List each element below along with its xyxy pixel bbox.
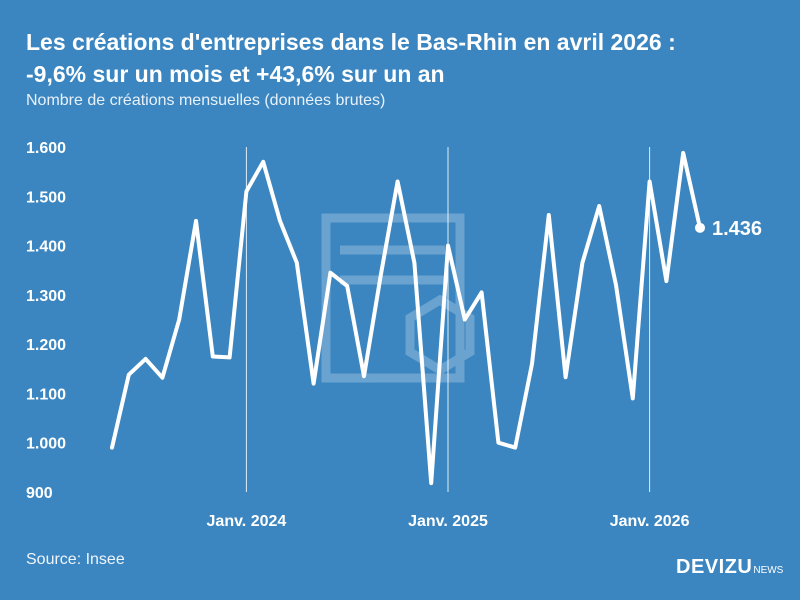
vertical-gridlines	[245, 147, 651, 492]
y-tick-label: 1.400	[26, 239, 66, 256]
y-tick-label: 1.500	[26, 189, 66, 206]
x-axis-ticks: Janv. 2024 Janv. 2025 Janv. 2026	[207, 513, 690, 530]
series-line	[110, 150, 702, 486]
x-tick-label: Janv. 2024	[207, 513, 287, 530]
y-tick-label: 1.000	[26, 436, 66, 453]
x-tick-label: Janv. 2026	[610, 513, 690, 530]
y-tick-label: 1.600	[26, 140, 66, 157]
x-tick-label: Janv. 2025	[408, 513, 488, 530]
chart-title: Les créations d'entreprises dans le Bas-…	[26, 26, 786, 90]
brand-subtitle: NEWS	[753, 565, 784, 576]
source-note: Source: Insee	[26, 551, 125, 568]
end-point-marker	[695, 222, 705, 233]
y-tick-label: 1.100	[26, 386, 66, 403]
chart-subtitle: Nombre de créations mensuelles (données …	[26, 92, 386, 109]
y-tick-label: 900	[26, 485, 53, 502]
y-axis-ticks: 900 1.000 1.100 1.200 1.300 1.400 1.500 1.600	[26, 140, 66, 502]
series-layer: 1.436	[110, 150, 762, 486]
title-line-1: Les créations d'entreprises dans le Bas-…	[26, 29, 676, 55]
y-tick-label: 1.300	[26, 288, 66, 305]
brand-name: DEVIZU	[676, 556, 753, 578]
y-tick-label: 1.200	[26, 337, 66, 354]
end-value-label: 1.436	[712, 218, 762, 240]
title-line-2: -9,6% sur un mois et +43,6% sur un an	[26, 61, 445, 87]
brand-logo: DEVIZUNEWS	[676, 556, 783, 579]
